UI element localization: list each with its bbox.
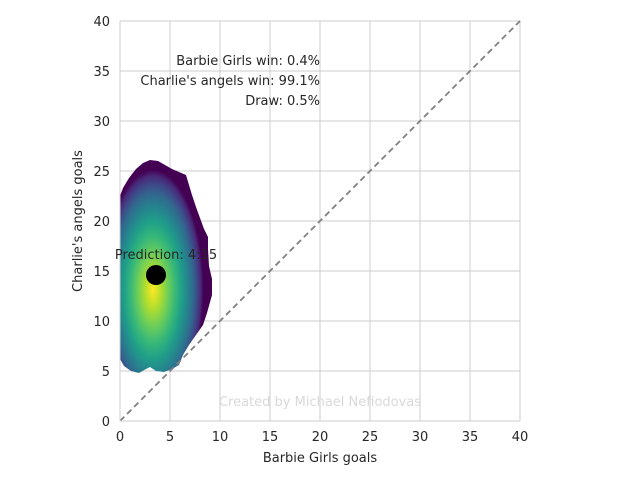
x-tick-label: 0	[116, 430, 124, 445]
y-tick-label: 40	[93, 15, 110, 30]
density-blob	[120, 160, 212, 373]
x-tick-label: 40	[512, 430, 529, 445]
y-axis-ticks: 0 5 10 15 20 25 30 35 40	[93, 15, 110, 430]
x-tick-label: 10	[212, 430, 229, 445]
y-tick-label: 25	[93, 165, 110, 180]
density-region	[120, 160, 212, 373]
annotation-barbie-win: Barbie Girls win: 0.4%	[176, 54, 320, 69]
y-tick-label: 5	[102, 365, 110, 380]
prediction-label: Prediction: 4:15	[115, 248, 217, 263]
x-axis-ticks: 0 5 10 15 20 25 30 35 40	[116, 430, 528, 445]
y-axis-label: Charlie's angels goals	[71, 150, 86, 292]
prediction-point-group: Prediction: 4:15	[115, 248, 217, 285]
plot-frame	[119, 21, 520, 422]
y-tick-label: 20	[93, 215, 110, 230]
annotation-charlies-win: Charlie's angels win: 99.1%	[140, 74, 320, 89]
x-tick-label: 30	[412, 430, 429, 445]
prediction-point	[146, 265, 166, 285]
x-tick-label: 35	[462, 430, 479, 445]
y-tick-label: 35	[93, 65, 110, 80]
y-tick-label: 30	[93, 115, 110, 130]
annotation-draw: Draw: 0.5%	[245, 94, 320, 109]
y-tick-label: 0	[102, 415, 110, 430]
y-tick-label: 10	[93, 315, 110, 330]
x-tick-label: 5	[166, 430, 174, 445]
x-axis-label: Barbie Girls goals	[263, 451, 378, 466]
watermark: Created by Michael Nefiodovas	[219, 395, 421, 410]
x-tick-label: 25	[362, 430, 379, 445]
x-tick-label: 20	[312, 430, 329, 445]
diagonal-reference-line	[119, 20, 521, 422]
diagonal-line	[119, 20, 521, 422]
y-tick-label: 15	[93, 265, 110, 280]
x-tick-label: 15	[262, 430, 279, 445]
